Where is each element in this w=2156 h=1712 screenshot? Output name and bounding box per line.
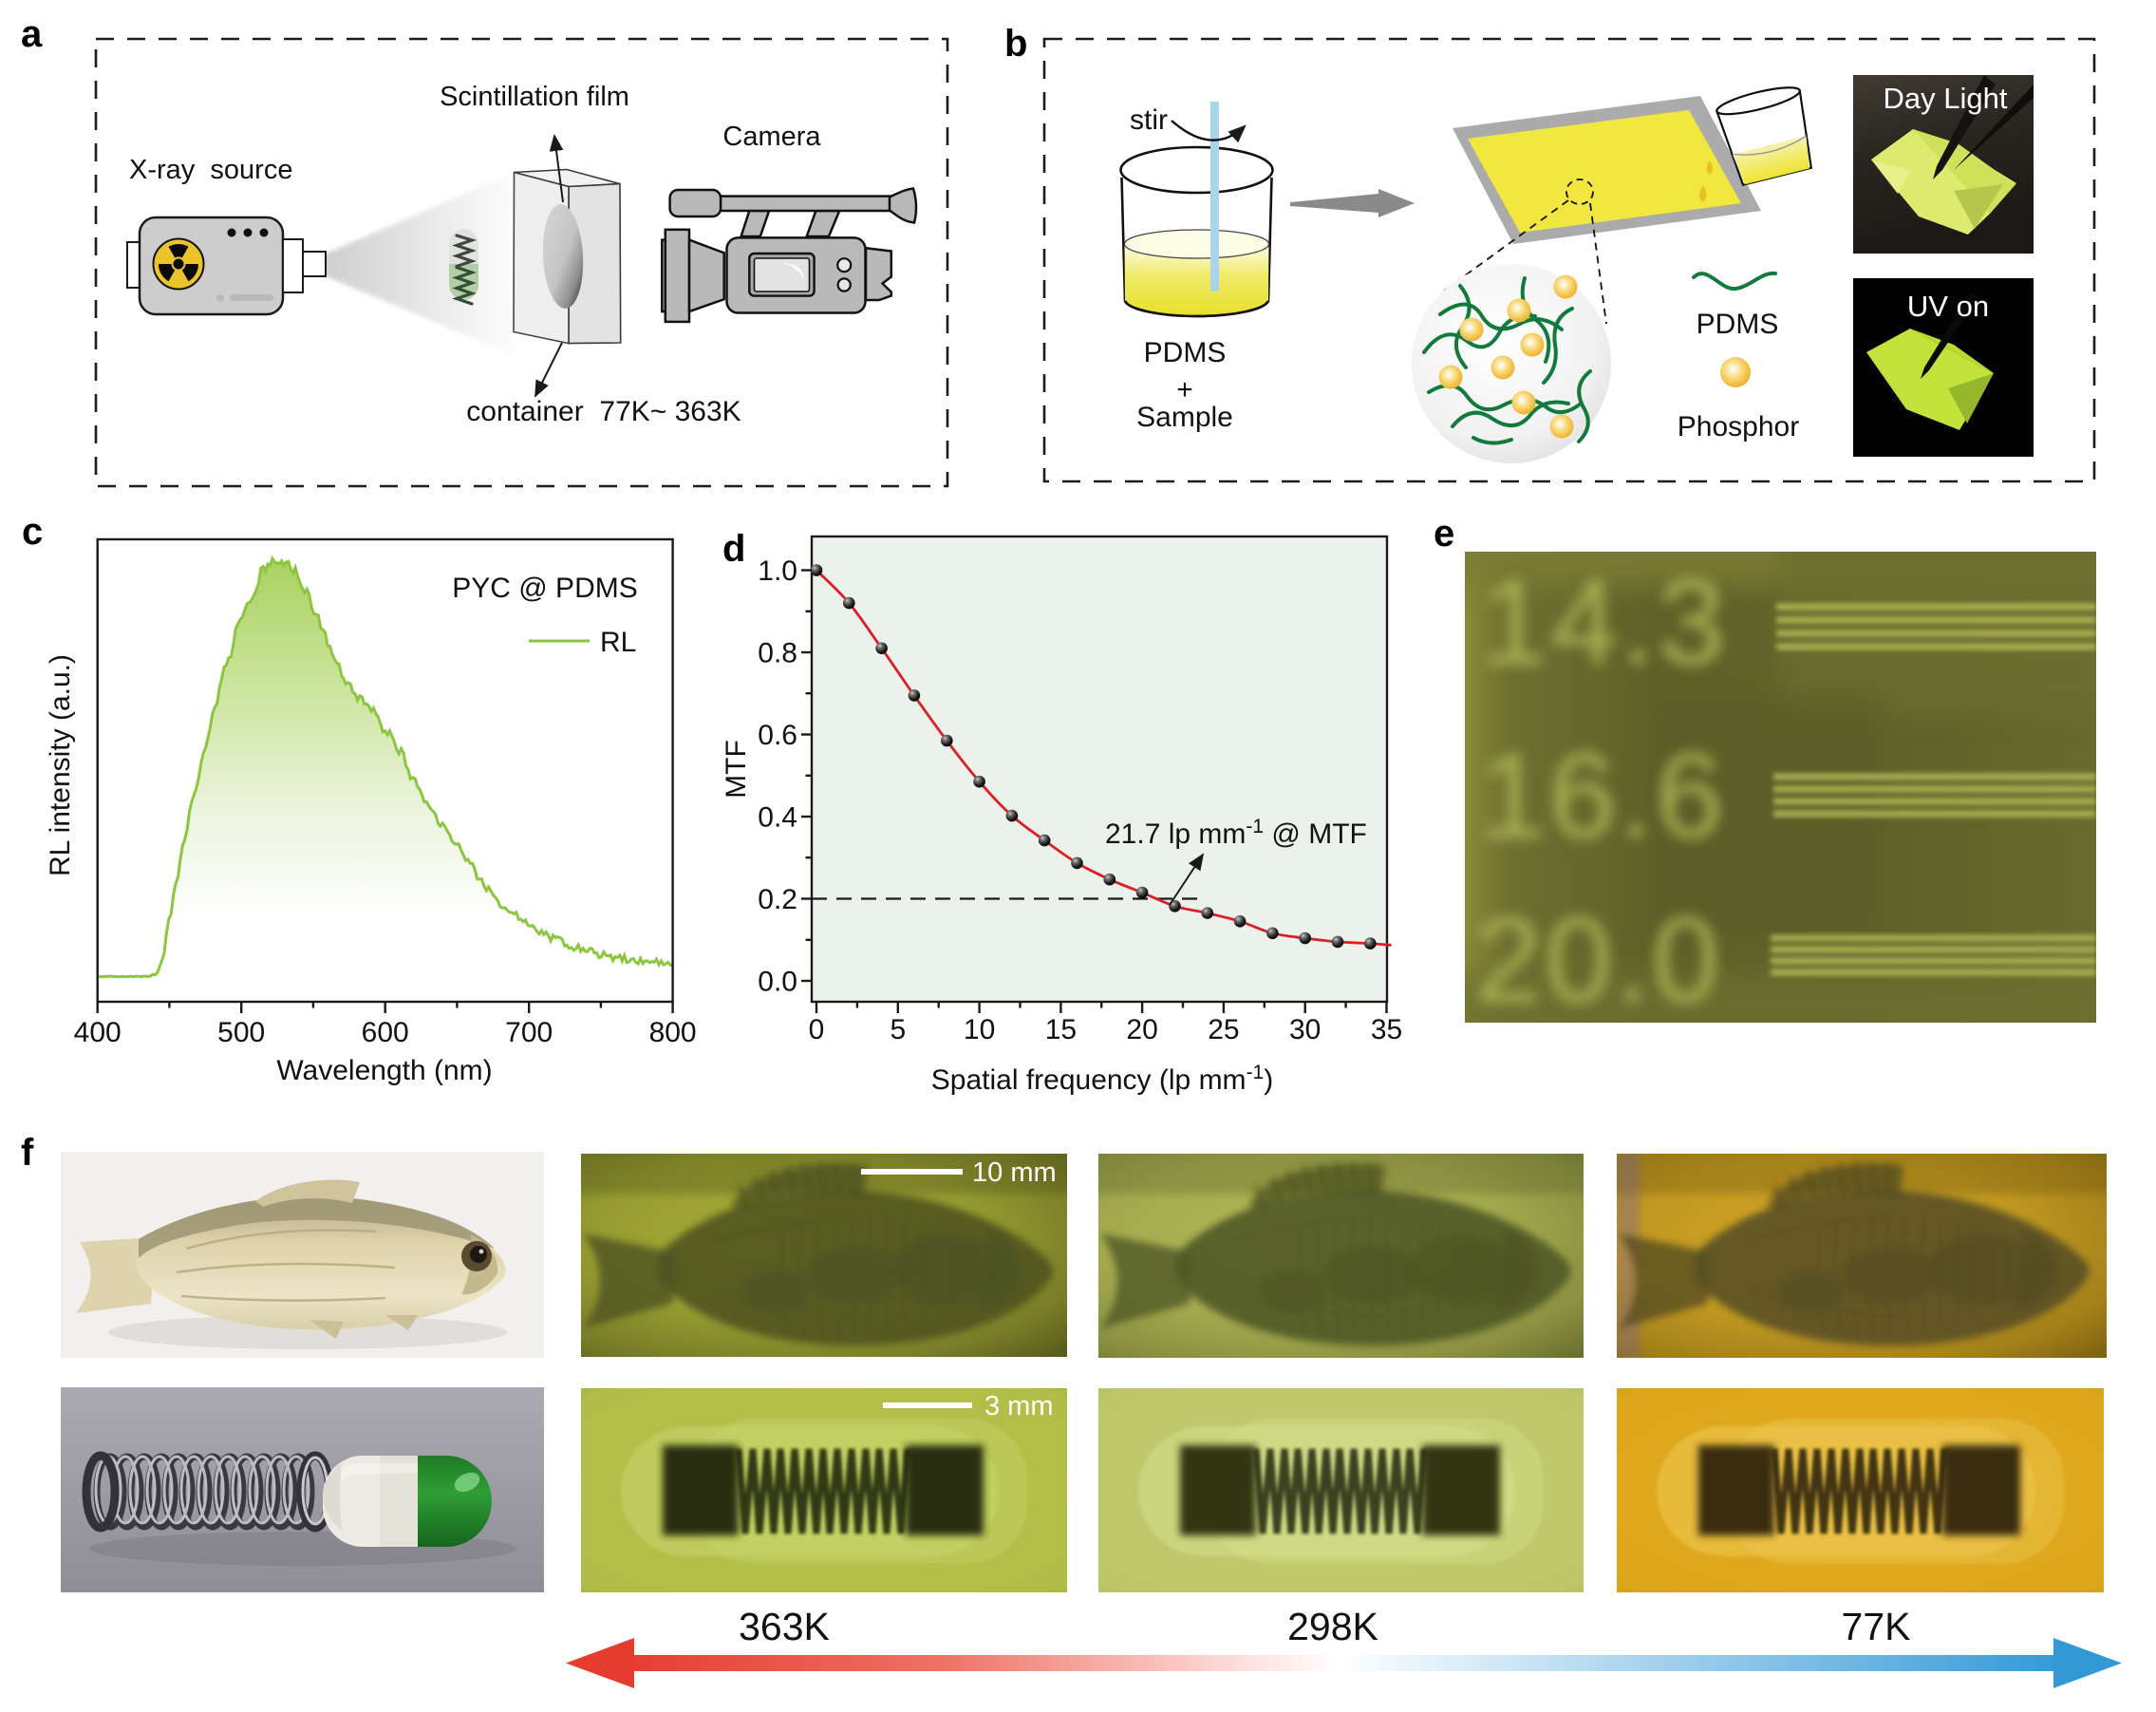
svg-text:RL: RL [600, 627, 636, 658]
svg-text:container 77K~ 363K: container 77K~ 363K [466, 396, 741, 427]
svg-text:400: 400 [74, 1017, 122, 1048]
svg-text:X-ray source: X-ray source [129, 155, 292, 185]
svg-text:0.0: 0.0 [758, 967, 797, 998]
svg-text:10: 10 [964, 1014, 995, 1045]
svg-text:20: 20 [1126, 1014, 1157, 1045]
svg-text:10 mm: 10 mm [972, 1157, 1057, 1188]
svg-text:Phosphor: Phosphor [1678, 411, 1799, 442]
svg-text:35: 35 [1371, 1014, 1402, 1045]
svg-text:Wavelength (nm): Wavelength (nm) [276, 1055, 492, 1086]
svg-text:700: 700 [505, 1017, 553, 1048]
svg-text:77K: 77K [1842, 1605, 1911, 1648]
svg-text:Spatial frequency (lp mm-1): Spatial frequency (lp mm-1) [931, 1062, 1274, 1097]
svg-text:363K: 363K [739, 1605, 830, 1648]
svg-text:+: + [1176, 374, 1193, 405]
svg-text:30: 30 [1289, 1014, 1321, 1045]
svg-text:20.0: 20.0 [1474, 893, 1722, 1023]
svg-text:Sample: Sample [1136, 402, 1233, 433]
svg-text:600: 600 [362, 1017, 409, 1048]
svg-text:0.8: 0.8 [758, 638, 797, 669]
svg-text:0.6: 0.6 [758, 720, 797, 751]
svg-text:RL intensity (a.u.): RL intensity (a.u.) [45, 654, 76, 876]
svg-text:5: 5 [890, 1014, 906, 1045]
svg-text:800: 800 [649, 1017, 697, 1048]
svg-text:PDMS: PDMS [1697, 309, 1779, 340]
svg-text:Camera: Camera [722, 122, 821, 152]
svg-text:stir: stir [1130, 104, 1168, 136]
svg-text:UV on: UV on [1907, 290, 1989, 323]
svg-text:MTF: MTF [721, 740, 752, 799]
svg-text:16.6: 16.6 [1478, 728, 1726, 864]
svg-text:14.3: 14.3 [1480, 555, 1728, 690]
svg-text:Day Light: Day Light [1884, 82, 2008, 115]
svg-text:298K: 298K [1287, 1605, 1378, 1648]
svg-text:PDMS: PDMS [1144, 337, 1227, 368]
svg-text:25: 25 [1208, 1014, 1239, 1045]
svg-text:1.0: 1.0 [758, 555, 797, 587]
svg-text:Scintillation film: Scintillation film [440, 82, 629, 112]
svg-text:PYC @ PDMS: PYC @ PDMS [452, 573, 637, 604]
svg-text:0.2: 0.2 [758, 884, 797, 915]
svg-text:0: 0 [809, 1014, 825, 1045]
svg-text:21.7 lp mm-1 @ MTF: 21.7 lp mm-1 @ MTF [1105, 816, 1367, 851]
svg-text:15: 15 [1045, 1014, 1077, 1045]
svg-text:500: 500 [217, 1017, 265, 1048]
svg-text:3 mm: 3 mm [984, 1391, 1054, 1421]
svg-text:0.4: 0.4 [758, 802, 797, 834]
